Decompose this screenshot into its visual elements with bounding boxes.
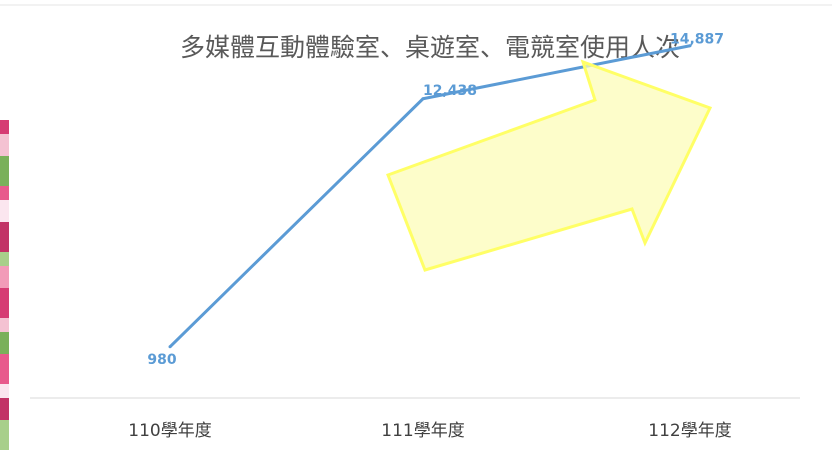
- photo-strip-segment: [0, 288, 9, 318]
- chart-title: 多媒體互動體驗室、桌遊室、電競室使用人次: [180, 33, 680, 62]
- photo-strip-decoration: [0, 120, 9, 450]
- photo-strip-segment: [0, 332, 9, 354]
- photo-strip-segment: [0, 354, 9, 384]
- x-tick-label: 110學年度: [128, 421, 211, 441]
- x-tick-group: 110學年度 111學年度 112學年度: [128, 421, 731, 441]
- data-point: [688, 44, 692, 48]
- photo-strip-segment: [0, 252, 9, 266]
- photo-strip-segment: [0, 398, 9, 420]
- series-group: [168, 44, 692, 349]
- photo-strip-segment: [0, 384, 9, 398]
- photo-strip-segment: [0, 420, 9, 450]
- photo-strip-segment: [0, 222, 9, 252]
- data-point: [421, 97, 425, 101]
- photo-strip-segment: [0, 134, 9, 156]
- arrow-decoration: [386, 59, 713, 272]
- data-label: 14,887: [670, 32, 724, 48]
- data-label: 12,438: [423, 83, 477, 99]
- data-point: [168, 345, 172, 349]
- x-tick-label: 111學年度: [381, 421, 464, 441]
- photo-strip-segment: [0, 120, 9, 134]
- x-tick-label: 112學年度: [648, 421, 731, 441]
- data-label: 980: [147, 352, 176, 368]
- photo-strip-segment: [0, 266, 9, 288]
- label-group: 980 12,438 14,887: [147, 32, 724, 368]
- photo-strip-segment: [0, 318, 9, 332]
- photo-strip-segment: [0, 200, 9, 222]
- photo-strip-segment: [0, 156, 9, 186]
- photo-strip-segment: [0, 186, 9, 200]
